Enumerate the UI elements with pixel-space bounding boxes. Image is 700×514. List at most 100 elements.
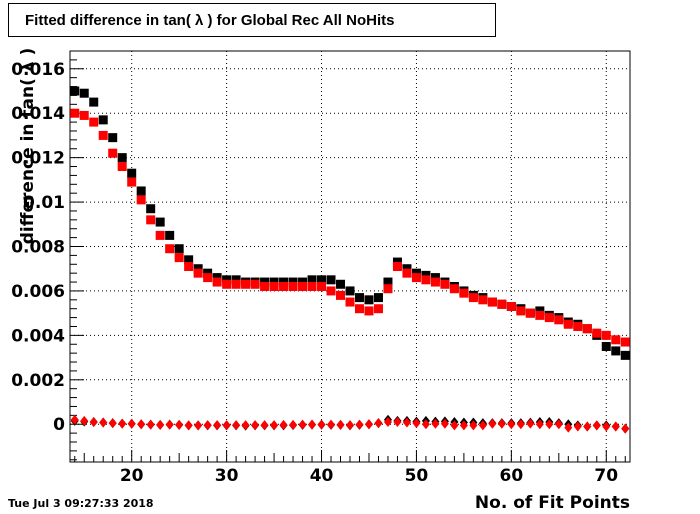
axes: 20 30 40 50 60 70 0 0.002 0.004 0.006 0.008 0.01 0.0… (11, 50, 626, 486)
diamond-marker (364, 419, 373, 430)
square-marker (411, 273, 421, 283)
square-marker (601, 330, 611, 340)
diamond-marker (554, 419, 563, 430)
x-tick-label: 40 (310, 466, 334, 486)
diamond-marker (175, 419, 184, 430)
diamond-marker (602, 421, 611, 432)
diamond-marker (298, 419, 307, 430)
square-marker (155, 217, 165, 227)
diamond-marker (317, 419, 326, 430)
square-marker (582, 324, 592, 334)
square-marker (497, 299, 507, 309)
square-marker (231, 279, 241, 289)
square-marker (345, 297, 355, 307)
square-marker (146, 204, 156, 214)
diamond-marker (478, 420, 487, 431)
diamond-marker (497, 418, 506, 429)
square-marker (184, 255, 194, 265)
square-marker (136, 195, 146, 205)
square-marker (136, 186, 146, 196)
square-marker (354, 304, 364, 314)
square-marker (554, 315, 564, 325)
square-marker (364, 295, 374, 305)
square-marker (98, 130, 108, 140)
y-tick-label: 0.004 (11, 326, 65, 346)
square-marker (79, 88, 89, 98)
diamond-marker (165, 419, 174, 430)
diamond-marker (346, 420, 354, 431)
diamond-marker (450, 420, 459, 431)
square-marker (165, 230, 175, 240)
square-marker (298, 281, 308, 291)
chart-title-box: Fitted difference in tan( λ ) for Global… (8, 3, 496, 37)
diamond-marker (270, 420, 279, 431)
square-marker (317, 275, 327, 285)
timestamp: Tue Jul 3 09:27:33 2018 (8, 497, 154, 510)
square-marker (307, 281, 317, 291)
diamond-marker (402, 417, 411, 428)
square-marker (620, 350, 630, 360)
diamond-marker (469, 420, 478, 431)
diamond-marker (146, 419, 155, 430)
diamond-marker (374, 418, 383, 429)
y-tick-label: 0.01 (23, 193, 65, 213)
x-tick-label: 60 (500, 466, 524, 486)
diamond-marker (526, 418, 535, 429)
square-marker (611, 346, 621, 356)
square-marker (260, 281, 270, 291)
diamond-marker (421, 419, 430, 430)
y-tick-label: 0.006 (11, 282, 65, 302)
diamond-marker (564, 422, 573, 433)
square-marker (108, 133, 118, 143)
square-marker (392, 261, 402, 271)
square-marker (487, 297, 497, 307)
diamond-marker (412, 418, 421, 429)
square-marker (478, 295, 488, 305)
square-marker (241, 279, 251, 289)
square-marker (279, 281, 289, 291)
diamond-marker (336, 419, 345, 430)
square-marker (108, 148, 118, 158)
square-marker (155, 230, 165, 240)
diamond-marker (611, 421, 620, 432)
square-marker (193, 268, 203, 278)
square-marker (421, 275, 431, 285)
diamond-marker (431, 418, 440, 429)
square-marker (250, 279, 260, 289)
square-marker (288, 281, 298, 291)
diamond-marker (80, 415, 89, 426)
square-marker (354, 293, 364, 303)
y-tick-label: 0.012 (11, 149, 65, 169)
square-marker (89, 97, 99, 107)
x-axis-title: No. of Fit Points (475, 493, 630, 513)
square-marker (544, 313, 554, 323)
diamond-marker (137, 419, 146, 430)
diamond-marker (222, 420, 231, 431)
square-marker (525, 308, 535, 318)
square-marker (336, 279, 346, 289)
diamond-marker (108, 418, 117, 429)
diamond-marker (383, 417, 392, 428)
diamond-marker (621, 423, 630, 434)
square-marker (174, 244, 184, 254)
square-marker (383, 277, 393, 287)
square-marker (402, 268, 412, 278)
square-marker (459, 288, 469, 298)
y-tick-label: 0 (53, 415, 65, 435)
square-marker (127, 177, 137, 187)
square-marker (127, 168, 137, 178)
x-tick-label: 50 (405, 466, 429, 486)
diamond-marker (583, 421, 592, 432)
diamond-marker (184, 420, 193, 431)
diamond-marker (241, 420, 250, 431)
square-marker (174, 253, 184, 263)
square-marker (269, 281, 279, 291)
square-marker (212, 277, 222, 287)
square-marker (430, 277, 440, 287)
diamond-marker (260, 420, 269, 431)
x-tick-label: 70 (594, 466, 618, 486)
square-marker (326, 275, 336, 285)
square-marker (79, 110, 89, 120)
square-marker (563, 319, 573, 329)
